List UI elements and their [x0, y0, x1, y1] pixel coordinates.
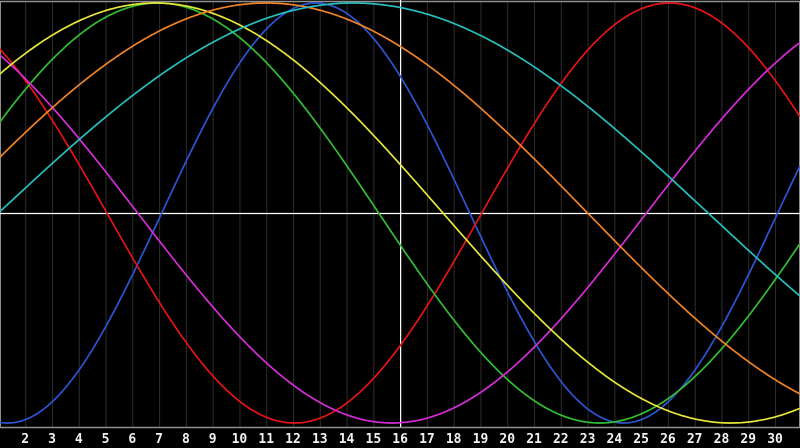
x-tick-label: 18 [446, 432, 462, 447]
x-tick-label: 27 [687, 432, 703, 447]
x-tick-label: 13 [312, 432, 328, 447]
wave-orange [0, 2, 800, 395]
x-tick-label: 10 [232, 432, 248, 447]
x-tick-label: 11 [258, 432, 274, 447]
x-tick-label: 26 [660, 432, 676, 447]
x-tick-label: 8 [182, 432, 190, 447]
x-tick-label: 12 [285, 432, 301, 447]
x-tick-label: 4 [75, 432, 83, 447]
wave-red [0, 2, 800, 424]
x-tick-label: 20 [499, 432, 515, 447]
x-tick-label: 23 [580, 432, 596, 447]
x-tick-label: 29 [740, 432, 756, 447]
x-tick-label: 9 [209, 432, 217, 447]
wave-cyan [0, 2, 800, 297]
x-tick-label: 16 [392, 432, 408, 447]
x-tick-label: 7 [155, 432, 163, 447]
x-tick-label: 6 [128, 432, 136, 447]
wave-magenta [0, 42, 800, 424]
x-tick-label: 2 [21, 432, 29, 447]
x-tick-label: 24 [607, 432, 623, 447]
wave-yellow [0, 2, 800, 424]
x-tick-label: 3 [48, 432, 56, 447]
wave-blue [0, 2, 800, 424]
wave-green [0, 2, 800, 424]
x-tick-label: 30 [767, 432, 783, 447]
x-tick-label: 21 [526, 432, 542, 447]
x-tick-label: 5 [102, 432, 110, 447]
x-tick-label: 17 [419, 432, 435, 447]
x-tick-label: 15 [366, 432, 382, 447]
x-tick-label: 14 [339, 432, 355, 447]
x-tick-label: 25 [633, 432, 649, 447]
x-tick-label: 28 [714, 432, 730, 447]
x-tick-label: 19 [473, 432, 489, 447]
x-tick-label: 22 [553, 432, 569, 447]
